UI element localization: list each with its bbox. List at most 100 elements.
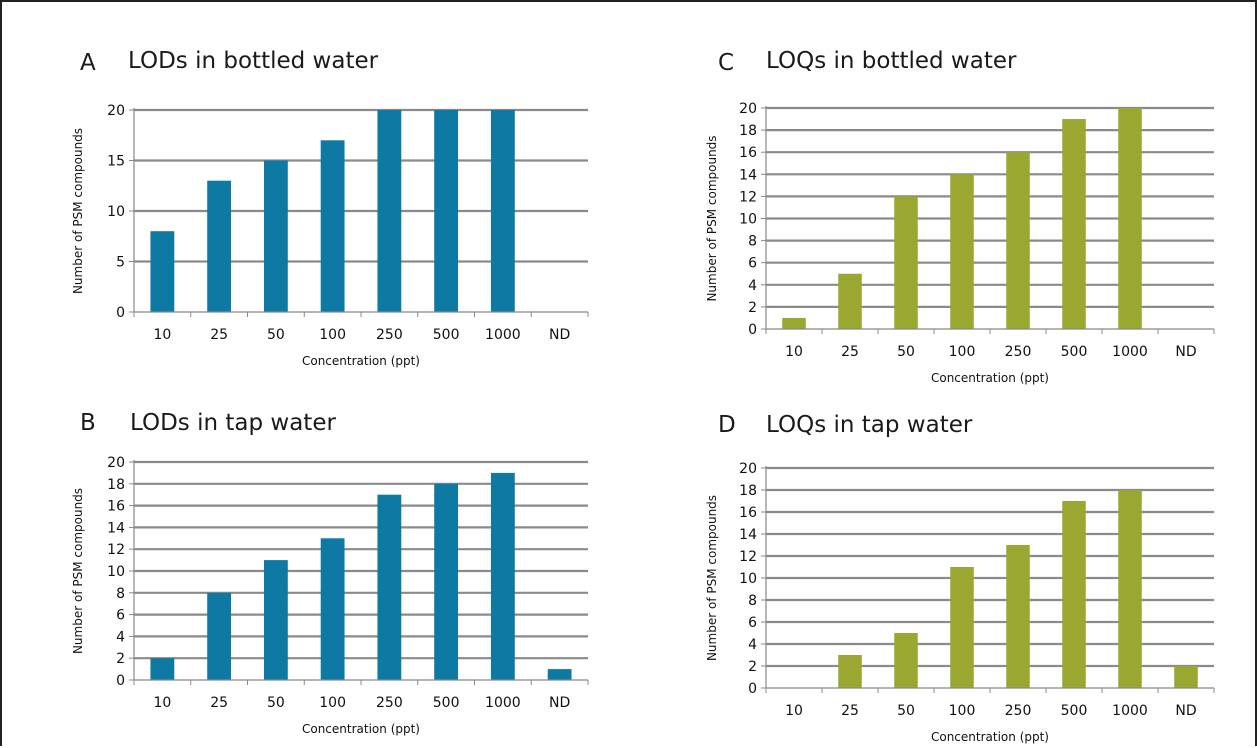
y-axis-label: Number of PSM compounds (71, 128, 85, 294)
y-tick-label: 18 (107, 477, 125, 493)
x-tick-label: ND (1175, 703, 1196, 719)
x-tick-label: ND (549, 695, 570, 711)
panel-letter-a: A (80, 50, 96, 76)
x-tick-label: 10 (785, 703, 803, 719)
bar-100 (950, 174, 974, 329)
y-tick-label: 18 (739, 483, 757, 499)
panel-letter-d: D (718, 412, 736, 438)
bar-50 (263, 560, 288, 680)
y-tick-label: 18 (739, 123, 757, 139)
chart-title-c: LOQs in bottled water (766, 48, 1017, 74)
bar-ND (1174, 666, 1198, 688)
bar-500 (1062, 501, 1086, 688)
panel-letter-b: B (80, 410, 96, 436)
x-tick-label: 1000 (485, 695, 521, 711)
bar-50 (894, 633, 918, 688)
bar-50 (263, 160, 288, 312)
y-tick-label: 16 (107, 499, 125, 515)
y-tick-label: 20 (107, 103, 125, 119)
bar-1000 (1118, 490, 1142, 688)
y-tick-label: 6 (748, 256, 757, 272)
x-axis-label: Concentration (ppt) (931, 730, 1049, 744)
x-tick-label: 50 (897, 703, 915, 719)
bar-1000 (490, 472, 515, 680)
y-tick-label: 8 (748, 593, 757, 609)
y-tick-label: 14 (107, 520, 125, 536)
y-tick-label: 6 (116, 608, 125, 624)
y-tick-label: 12 (107, 542, 125, 558)
x-axis-label: Concentration (ppt) (302, 354, 420, 368)
y-tick-label: 0 (116, 673, 125, 689)
y-tick-label: 14 (739, 527, 757, 543)
x-tick-label: 100 (319, 695, 346, 711)
x-tick-label: ND (549, 327, 570, 343)
x-axis-label: Concentration (ppt) (931, 371, 1049, 385)
bar-25 (207, 592, 232, 680)
bar-250 (377, 494, 402, 680)
panel-letter-c: C (718, 50, 735, 76)
x-tick-label: 50 (267, 695, 285, 711)
y-tick-label: 4 (116, 629, 125, 645)
x-tick-label: 1000 (1112, 344, 1148, 360)
x-tick-label: 25 (841, 703, 859, 719)
y-tick-label: 4 (748, 278, 757, 294)
chart-title-a: LODs in bottled water (128, 48, 379, 74)
y-tick-label: 2 (116, 651, 125, 667)
y-tick-label: 8 (748, 234, 757, 250)
y-tick-label: 12 (739, 549, 757, 565)
x-tick-label: 25 (841, 344, 859, 360)
bar-ND (547, 669, 572, 680)
bar-chart-c: 0 2 4 6 8 10 12 14 16 18 20 10 25 50 100 250 500 1000 ND Co… (705, 101, 1215, 385)
bar-1000 (1118, 108, 1142, 329)
chart-title-b: LODs in tap water (130, 410, 336, 436)
x-tick-label: 100 (949, 703, 976, 719)
y-tick-label: 15 (107, 154, 125, 170)
x-tick-label: 100 (319, 327, 346, 343)
bar-100 (320, 140, 345, 312)
x-tick-label: 250 (1005, 344, 1032, 360)
bar-250 (377, 110, 402, 312)
bar-25 (838, 655, 862, 688)
y-tick-label: 10 (739, 571, 757, 587)
y-axis-label: Number of PSM compounds (71, 488, 85, 654)
y-tick-label: 10 (107, 204, 125, 220)
x-tick-label: 500 (433, 695, 460, 711)
bar-50 (894, 196, 918, 329)
bar-25 (207, 180, 232, 312)
x-tick-label: 100 (949, 344, 976, 360)
bar-100 (320, 538, 345, 680)
bar-10 (150, 231, 175, 312)
bar-100 (950, 567, 974, 688)
chart-panel-a: A LODs in bottled water 0 5 10 15 20 10 25 50 10… (71, 42, 597, 372)
bar-chart-d: 0 2 4 6 8 10 12 14 16 18 20 10 25 50 100 250 500 1000 ND Co… (705, 461, 1215, 744)
chart-title-d: LOQs in tap water (766, 412, 973, 438)
bar-500 (434, 483, 459, 680)
y-axis-label: Number of PSM compounds (705, 135, 719, 301)
y-tick-label: 2 (748, 659, 757, 675)
x-tick-label: 50 (897, 344, 915, 360)
x-tick-label: 1000 (485, 327, 521, 343)
x-tick-label: 500 (1061, 344, 1088, 360)
y-tick-label: 20 (739, 101, 757, 117)
x-tick-label: 500 (1061, 703, 1088, 719)
bar-chart-b: 0 2 4 6 8 10 12 14 16 18 20 10 25 50 100 250 500 1000 ND Co… (71, 455, 589, 736)
y-tick-label: 5 (116, 255, 125, 271)
y-tick-label: 10 (739, 212, 757, 228)
bar-500 (434, 110, 459, 312)
x-tick-label: 250 (376, 695, 403, 711)
x-tick-label: 250 (1005, 703, 1032, 719)
y-tick-label: 6 (748, 615, 757, 631)
bar-250 (1006, 152, 1030, 329)
y-axis-label: Number of PSM compounds (705, 495, 719, 661)
y-tick-label: 0 (748, 322, 757, 338)
bar-500 (1062, 119, 1086, 329)
y-tick-label: 16 (739, 145, 757, 161)
bar-25 (838, 273, 862, 329)
x-tick-label: 25 (210, 695, 228, 711)
x-tick-label: 500 (433, 327, 460, 343)
chart-panel-d: D LOQs in tap water 0 2 4 6 8 10 12 14 16 18 20 10 2… (705, 406, 1228, 748)
y-tick-label: 12 (739, 189, 757, 205)
x-tick-label: 50 (267, 327, 285, 343)
y-tick-label: 4 (748, 637, 757, 653)
y-tick-label: 20 (739, 461, 757, 477)
